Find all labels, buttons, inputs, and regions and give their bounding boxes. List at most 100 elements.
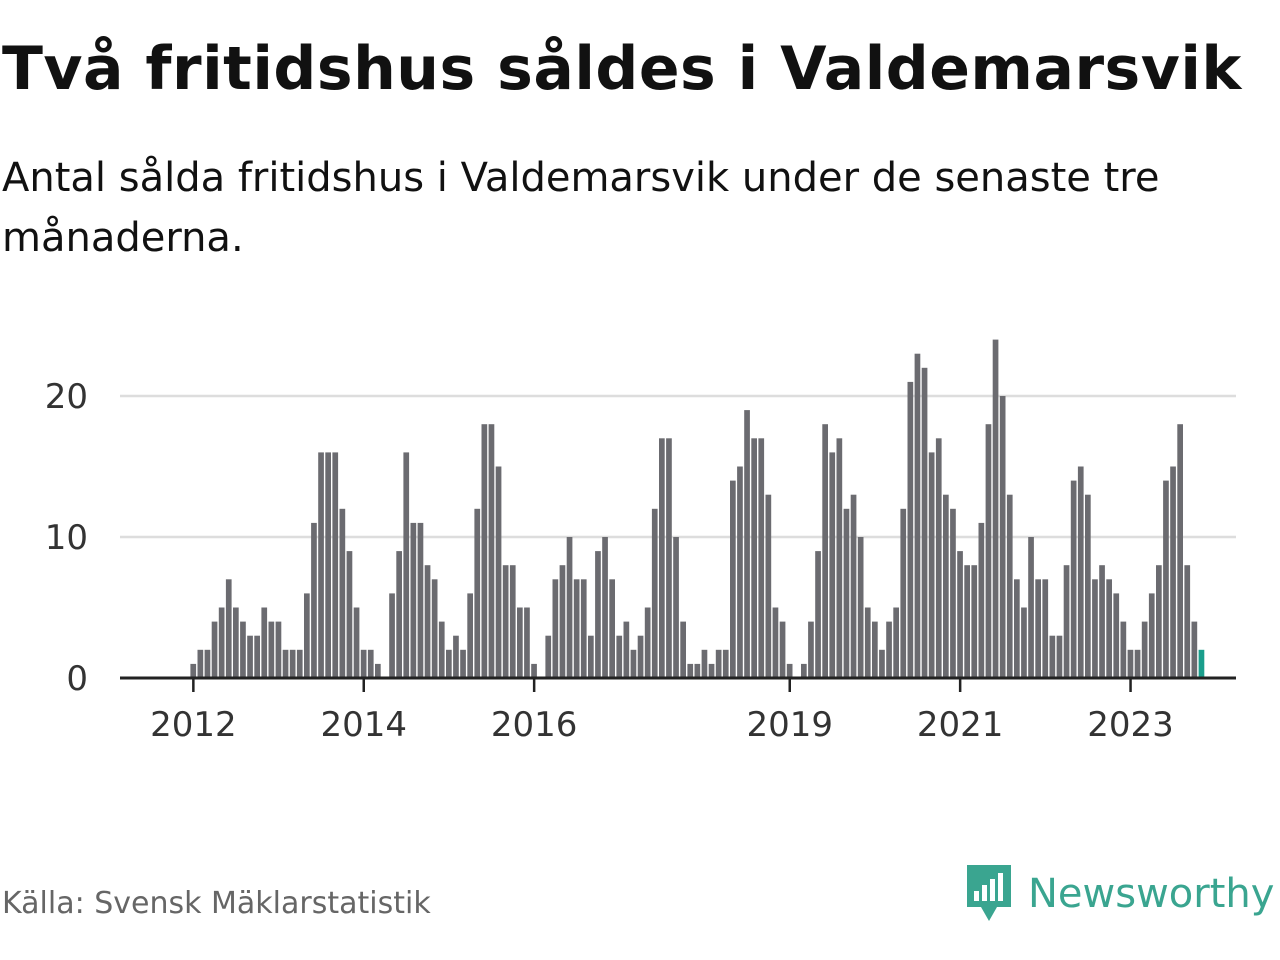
bar [659, 438, 665, 678]
brand-logo[interactable]: Newsworthy [964, 862, 1274, 926]
bar [524, 607, 530, 678]
bar [332, 452, 339, 678]
bar [1191, 621, 1198, 678]
bar [680, 621, 686, 678]
bar [964, 565, 970, 678]
bar [573, 579, 580, 678]
bar [474, 508, 481, 678]
brand-name: Newsworthy [1028, 871, 1275, 917]
bar [857, 537, 864, 678]
bar [921, 367, 928, 678]
bar [410, 522, 417, 678]
bar [907, 381, 914, 678]
bar [559, 565, 566, 678]
bar [254, 635, 260, 678]
x-axis: 2012 2014 2016 2019 2021 2023 [120, 676, 1236, 745]
bar [318, 452, 324, 678]
bar [247, 635, 253, 678]
bar [914, 353, 921, 678]
bar [1021, 607, 1027, 678]
bar [801, 663, 807, 678]
bar [722, 649, 729, 678]
bar [609, 579, 615, 678]
bar [467, 593, 473, 678]
bar [950, 508, 956, 678]
bar [864, 607, 871, 678]
bar [197, 649, 204, 678]
bar [424, 565, 431, 678]
bar [1099, 565, 1105, 678]
bar [644, 607, 651, 678]
bar [666, 438, 672, 678]
source-note: Källa: Svensk Mäklarstatistik [2, 886, 431, 921]
y-axis-ticks: 0 10 20 [45, 377, 88, 699]
bar [481, 424, 488, 678]
bar [211, 621, 218, 678]
bar [623, 621, 630, 678]
bar-chart: 0 10 20 2012 2014 2016 2019 2021 2023 2 [45, 300, 1236, 745]
bar [225, 579, 232, 678]
bar [886, 621, 892, 678]
bar [971, 565, 978, 678]
bar [595, 551, 601, 678]
bar [843, 508, 850, 678]
bars [190, 339, 1205, 678]
bar [275, 621, 282, 678]
bar [786, 663, 793, 678]
bar [1134, 649, 1141, 678]
x-tick-label: 2014 [320, 705, 407, 745]
bar [992, 339, 999, 678]
bar [460, 649, 466, 678]
bar [375, 663, 381, 678]
bar [822, 424, 828, 678]
bar [289, 649, 296, 678]
bar [758, 438, 765, 678]
bar [616, 635, 623, 678]
x-tick-label: 2016 [491, 705, 578, 745]
x-tick-label: 2021 [917, 705, 1004, 745]
bar [900, 508, 907, 678]
bar [1120, 621, 1127, 678]
bar [744, 410, 750, 678]
bar [1148, 593, 1155, 678]
bar [218, 607, 225, 678]
y-tick-label: 10 [45, 518, 88, 558]
bar [403, 452, 410, 678]
bar [808, 621, 814, 678]
bar [872, 621, 878, 678]
bar [687, 663, 694, 678]
bar [737, 466, 743, 678]
bar [1127, 649, 1134, 678]
bar [1085, 494, 1091, 678]
bar [495, 466, 502, 678]
bar [701, 649, 708, 678]
y-tick-label: 20 [45, 377, 88, 417]
bar [531, 663, 537, 678]
bar [1077, 466, 1084, 678]
bar [1163, 480, 1169, 678]
value-label: 2 [1203, 300, 1225, 309]
bar [651, 508, 658, 678]
bar [580, 579, 587, 678]
gridlines [120, 394, 1236, 539]
bar [715, 649, 722, 678]
x-tick-label: 2012 [150, 705, 237, 745]
bar [353, 607, 360, 678]
bar [1035, 579, 1041, 678]
bar [509, 565, 516, 678]
bar [1113, 593, 1120, 678]
newsworthy-logo-icon [967, 865, 1011, 921]
bar [346, 551, 353, 678]
bar [630, 649, 637, 678]
bar [1170, 466, 1176, 678]
y-tick-label: 0 [66, 659, 88, 699]
bar [502, 565, 509, 678]
bar [879, 649, 885, 678]
bar [765, 494, 772, 678]
bar [694, 663, 701, 678]
bar [602, 537, 608, 678]
bar [360, 649, 367, 678]
bar [190, 663, 197, 678]
bar [488, 424, 495, 678]
bar [1106, 579, 1112, 678]
